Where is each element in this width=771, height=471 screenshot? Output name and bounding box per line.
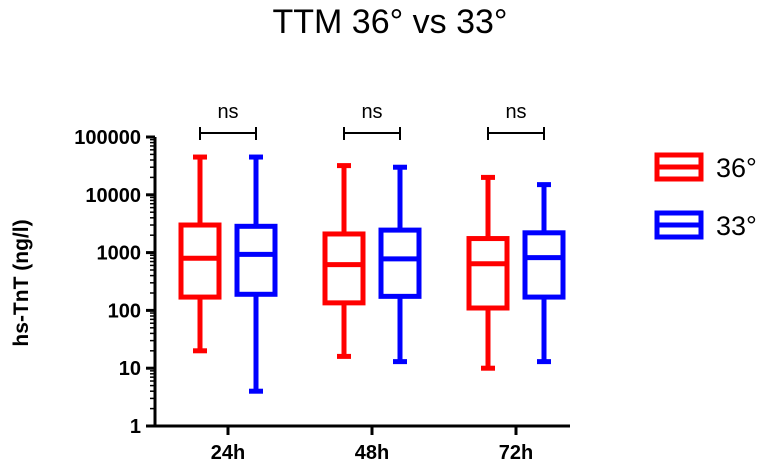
y-tick-label: 10 [119,358,141,380]
chart-title: TTM 36° vs 33° [272,3,507,41]
y-tick-label: 100 [108,300,141,322]
iqr-box [178,222,222,300]
legend: 36° 33° [654,152,757,241]
significance-brackets: ns ns ns [199,101,545,140]
box-blue-24h [234,154,278,394]
y-tick-label: 100000 [74,127,141,149]
iqr-box [322,231,366,306]
box-red-48h [322,163,366,359]
legend-label: 36° [716,153,757,183]
legend-label: 33° [716,211,757,241]
significance-label: ns [505,101,526,123]
iqr-box [234,223,278,297]
box-red-24h [178,154,222,354]
y-axis-label: hs-TnT (ng/l) [10,219,33,346]
x-tick-label: 72h [499,442,533,464]
iqr-box [466,236,510,311]
box-blue-48h [378,164,422,365]
significance-label: ns [361,101,382,123]
axes: 1 10 100 1000 10000 100000 24h 48h 72h [74,127,570,464]
y-tick-label: 1 [130,416,141,438]
x-tick-label: 48h [355,442,389,464]
box-blue-72h [522,182,566,365]
x-tick-label: 24h [211,442,245,464]
y-tick-label: 1000 [97,243,142,265]
iqr-box [378,227,422,299]
box-plots [178,154,566,394]
y-tick-label: 10000 [85,185,141,207]
significance-label: ns [217,101,238,123]
iqr-box [522,230,566,300]
box-red-72h [466,174,510,371]
